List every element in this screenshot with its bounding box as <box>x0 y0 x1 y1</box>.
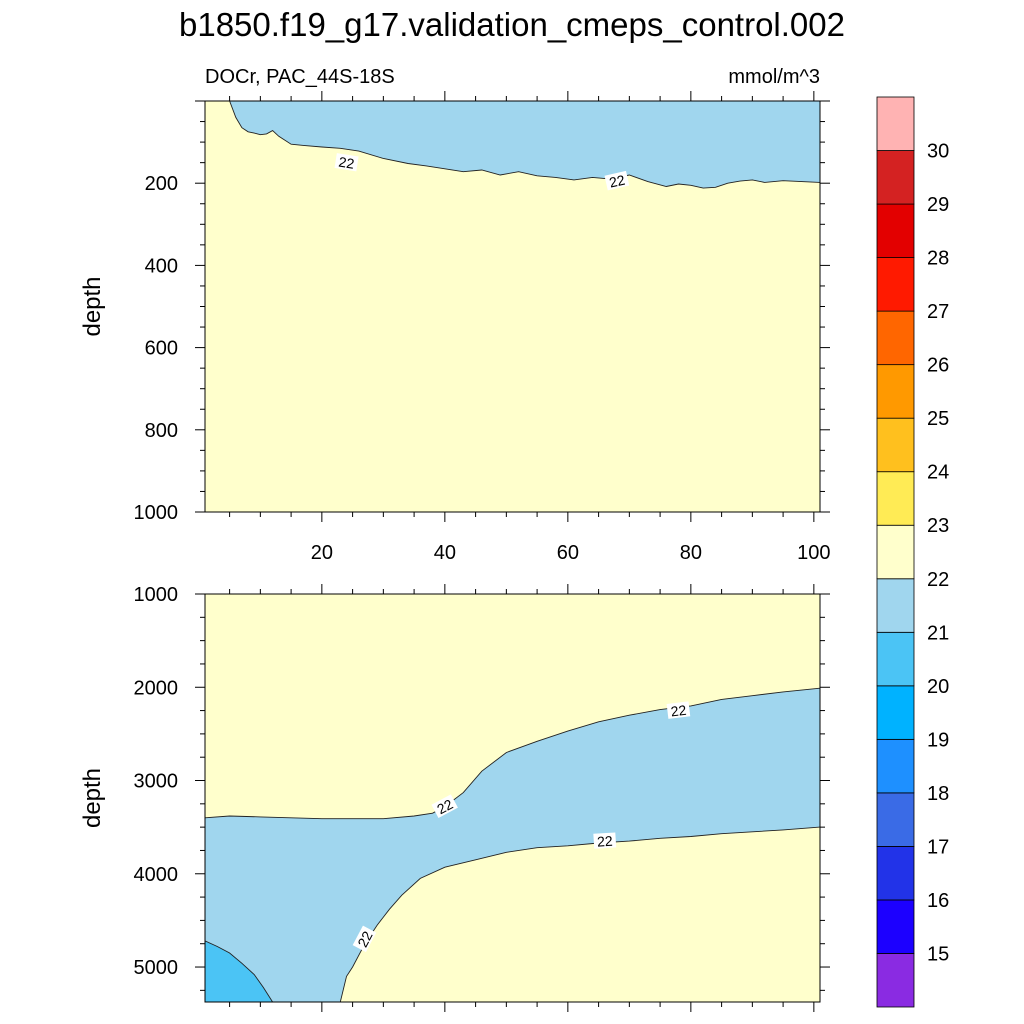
colorbar-label: 17 <box>927 836 949 858</box>
colorbar-swatch <box>876 792 915 847</box>
y-tick-label: 2000 <box>134 677 179 699</box>
contour-label-box <box>352 925 377 953</box>
y-tick-label: 800 <box>145 420 178 442</box>
contour-line-contour-22 <box>229 101 820 189</box>
colorbar-swatch <box>876 631 915 687</box>
colorbar: 15 16 17 18 19 20 21 22 23 24 25 26 27 28 29 30 <box>876 96 949 1008</box>
colorbar-label: 28 <box>927 248 949 270</box>
colorbar-label: 27 <box>927 301 949 323</box>
colorbar-label: 22 <box>927 569 949 591</box>
y-tick-label: 400 <box>145 255 178 277</box>
colorbar-label: 21 <box>927 622 949 644</box>
contour-line-contour-22-upper <box>205 687 820 820</box>
band-fill-21-22 <box>229 101 820 189</box>
colorbar-label: 29 <box>927 194 949 216</box>
lower-panel: 22 22 22 22 1000 2000 3000 4000 5000 depth <box>79 584 830 1012</box>
colorbar-swatch <box>876 203 915 258</box>
plot-fill-group: 22 22 22 22 <box>205 594 820 1002</box>
colorbar-label: 25 <box>927 408 949 430</box>
contour-label-text: 22 <box>338 154 356 172</box>
y-tick-label: 1000 <box>134 584 179 606</box>
contour-label-box <box>666 701 691 719</box>
contour-label-box <box>593 832 617 849</box>
y-tick-label: 5000 <box>134 957 179 979</box>
y-tick-label: 200 <box>145 173 178 195</box>
contour-label: 22 <box>666 701 691 720</box>
x-tick-label: 80 <box>680 542 702 564</box>
contour-label-text: 22 <box>670 702 688 720</box>
colorbar-swatch <box>876 96 915 151</box>
y-tick-label: 1000 <box>134 502 179 524</box>
colorbar-swatch <box>876 738 915 794</box>
contour-line-contour-21-corner <box>205 940 273 1002</box>
contour-label: 22 <box>593 832 617 850</box>
colorbar-label: 16 <box>927 890 949 912</box>
x-tick-label: 20 <box>311 542 333 564</box>
colorbar-swatch <box>876 471 915 526</box>
colorbar-label: 20 <box>927 676 949 698</box>
colorbar-label: 18 <box>927 783 949 805</box>
x-tick-label: 100 <box>797 542 830 564</box>
colorbar-swatch <box>876 685 915 740</box>
plot-frame <box>204 593 821 1003</box>
colorbar-swatch <box>876 846 915 901</box>
colorbar-label: 26 <box>927 355 949 377</box>
colorbar-label: 24 <box>927 462 949 484</box>
contour-label: 22 <box>604 170 630 191</box>
y-axis-label: depth <box>79 276 106 336</box>
contour-label-text: 22 <box>354 928 376 949</box>
colorbar-label: 15 <box>927 943 949 965</box>
x-tick-label: 60 <box>557 542 579 564</box>
contour-label: 22 <box>334 153 359 172</box>
plot-fill-group: 22 22 <box>205 101 820 512</box>
contour-label-box <box>431 794 458 818</box>
colorbar-swatch <box>876 150 915 205</box>
colorbar-swatch <box>876 417 915 473</box>
colorbar-swatch <box>876 310 915 366</box>
band-fill-20-21 <box>205 940 273 1002</box>
colorbar-swatch <box>876 364 915 419</box>
colorbar-swatch <box>876 257 915 312</box>
colorbar-label: 19 <box>927 729 949 751</box>
right-subtitle: mmol/m^3 <box>728 66 820 88</box>
y-tick-label: 4000 <box>134 864 179 886</box>
colorbar-swatch <box>876 578 915 633</box>
colorbar-label: 30 <box>927 141 949 163</box>
contour-label-box <box>604 170 630 191</box>
y-tick-label: 600 <box>145 338 178 360</box>
upper-panel: 22 22 20 40 60 80 100 200 400 600 800 1000 depth <box>79 91 831 564</box>
y-tick-label: 3000 <box>134 771 179 793</box>
x-tick-label: 40 <box>434 542 456 564</box>
contour-label-text: 22 <box>434 796 455 818</box>
left-subtitle: DOCr, PAC_44S-18S <box>205 66 395 88</box>
contour-label: 22 <box>431 794 458 818</box>
band-fill-21-22 <box>205 688 820 1002</box>
y-axis-label: depth <box>79 768 106 828</box>
figure-title: b1850.f19_g17.validation_cmeps_control.0… <box>179 6 845 43</box>
colorbar-swatch <box>876 524 915 580</box>
contour-label: 22 <box>352 925 377 953</box>
contour-label-text: 22 <box>597 833 614 850</box>
colorbar-swatch <box>876 899 915 954</box>
contour-label-box <box>334 153 359 172</box>
contour-label-text: 22 <box>608 172 627 191</box>
colorbar-label: 23 <box>927 515 949 537</box>
colorbar-swatch <box>876 953 915 1008</box>
